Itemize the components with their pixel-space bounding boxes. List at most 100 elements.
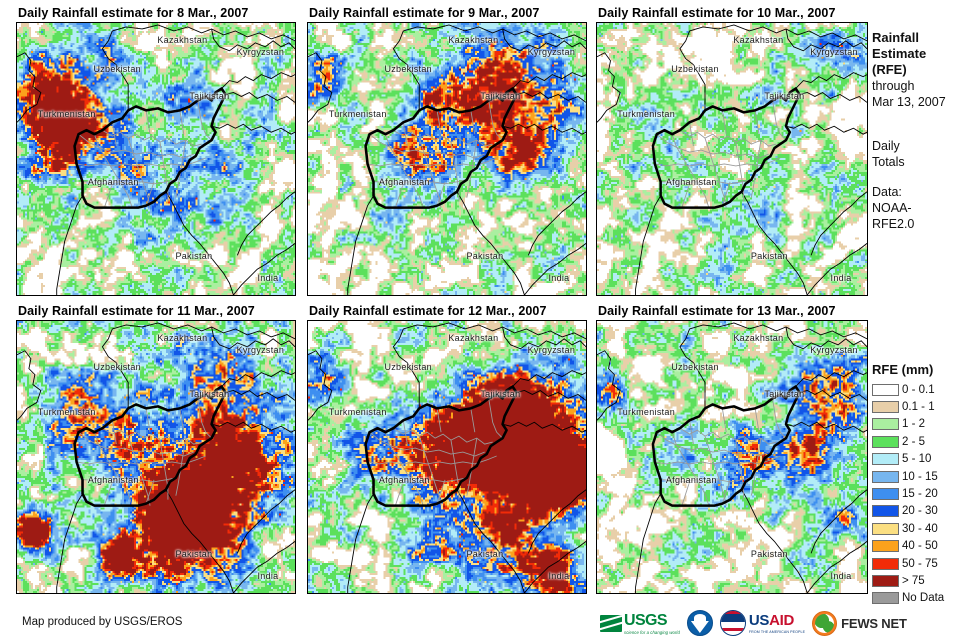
legend-item: 0 - 0.1: [872, 381, 975, 398]
province-boundary: [436, 110, 442, 135]
country-label: Pakistan: [466, 251, 504, 262]
province-boundary: [418, 436, 442, 506]
panel-title: Daily Rainfall estimate for 11 Mar., 200…: [18, 304, 255, 318]
map-frame[interactable]: Kazakhstan Kyrgyzstan Uzbekistan Tajikistan…: [596, 320, 868, 594]
country-boundary: [741, 191, 808, 295]
country-label: Tajikistan: [764, 389, 805, 399]
map-frame[interactable]: Kazakhstan Kyrgyzstan Uzbekistan Tajikistan…: [307, 320, 587, 594]
country-label: Pakistan: [175, 251, 213, 262]
country-boundary: [403, 24, 586, 42]
province-boundary: [111, 122, 117, 147]
fews-globe-icon: [812, 610, 838, 636]
province-boundary: [735, 142, 745, 202]
country-label: Turkmenistan: [328, 108, 387, 119]
province-boundary: [656, 133, 769, 159]
legend-label: 0 - 0.1: [902, 383, 935, 396]
usaid-logo[interactable]: USAID FROM THE AMERICAN PEOPLE: [719, 609, 806, 637]
country-boundary: [211, 123, 295, 135]
country-boundary: [785, 326, 867, 350]
province-boundary: [102, 427, 202, 445]
country-boundary: [810, 489, 867, 554]
country-label: Kyrgyzstan: [810, 345, 858, 356]
country-label: Pakistan: [750, 251, 788, 262]
province-boundary: [735, 440, 745, 500]
country-label: Kyrgyzstan: [236, 345, 285, 356]
country-boundary: [785, 123, 867, 135]
map-frame[interactable]: Kazakhstan Kyrgyzstan Uzbekistan Tajikistan…: [16, 22, 296, 296]
province-boundary: [681, 183, 690, 208]
province-boundary: [689, 122, 694, 147]
province-boundary: [450, 142, 460, 202]
country-label: Uzbekistan: [93, 361, 141, 372]
sidebar-through-label: through: [872, 79, 915, 93]
province-boundary: [82, 477, 176, 483]
province-boundary: [488, 398, 503, 439]
country-boundary: [236, 191, 295, 256]
province-boundary: [704, 138, 727, 208]
country-label-layer: Kazakhstan Kyrgyzstan Uzbekistan Tajikistan…: [597, 23, 867, 295]
legend-item: 1 - 2: [872, 416, 975, 433]
country-label: Kazakhstan: [733, 35, 784, 46]
country-boundary: [795, 370, 867, 387]
province-boundary: [721, 408, 727, 433]
map-panel: Daily Rainfall estimate for 10 Mar., 200…: [596, 6, 868, 298]
map-panel: Daily Rainfall estimate for 9 Mar., 2007…: [307, 6, 587, 298]
afghanistan-boundary: [364, 87, 518, 209]
map-panel: Daily Rainfall estimate for 11 Mar., 200…: [16, 304, 296, 596]
map-frame[interactable]: Kazakhstan Kyrgyzstan Uzbekistan Tajikistan…: [16, 320, 296, 594]
legend-item: 40 - 50: [872, 538, 975, 555]
afghanistan-boundary: [73, 87, 227, 209]
province-boundary: [660, 477, 752, 483]
country-label: Afghanistan: [665, 176, 717, 187]
province-boundary: [656, 431, 769, 457]
country-label: India: [257, 273, 279, 284]
usaid-logo-tagline: FROM THE AMERICAN PEOPLE: [748, 630, 806, 634]
map-panel: Daily Rainfall estimate for 13 Mar., 200…: [596, 304, 868, 596]
province-boundary: [660, 179, 752, 185]
province-boundary: [127, 138, 151, 208]
province-boundary: [103, 183, 113, 208]
country-boundary: [221, 370, 295, 387]
legend-label: No Data: [902, 592, 945, 605]
legend-swatch: [872, 574, 899, 587]
country-boundary: [308, 52, 333, 123]
boundary-vectors: [308, 322, 586, 593]
legend-swatch: [872, 435, 899, 448]
country-label: Tajikistan: [480, 389, 521, 399]
province-boundary: [704, 436, 727, 506]
country-label: India: [548, 273, 570, 284]
province-boundary: [145, 181, 155, 206]
noaa-logo[interactable]: [686, 609, 713, 637]
country-label: Kazakhstan: [448, 333, 499, 344]
legend-item: 30 - 40: [872, 520, 975, 537]
country-label: Turkmenistan: [617, 406, 676, 417]
province-boundary: [145, 408, 151, 433]
country-label: Afghanistan: [378, 474, 430, 485]
country-boundary: [527, 191, 586, 256]
province-boundary: [721, 181, 731, 206]
sidebar: Rainfall Estimate (RFE) through Mar 13, …: [872, 0, 975, 642]
usaid-logo-text: USAID: [748, 612, 795, 629]
country-boundary: [799, 91, 867, 103]
country-boundary: [56, 493, 83, 593]
map-frame[interactable]: Kazakhstan Kyrgyzstan Uzbekistan Tajikistan…: [307, 22, 587, 296]
map-frame[interactable]: Kazakhstan Kyrgyzstan Uzbekistan Tajikistan…: [596, 22, 868, 296]
legend-label: 5 - 10: [902, 453, 932, 466]
country-boundary: [527, 489, 586, 554]
country-boundary: [502, 123, 586, 135]
fews-net-logo[interactable]: FEWS NET: [812, 609, 907, 637]
sidebar-title-line2: Estimate: [872, 46, 927, 61]
usgs-logo[interactable]: USGS science for a changing world: [600, 609, 680, 637]
country-boundary: [597, 350, 621, 421]
legend-swatch: [872, 540, 899, 553]
panel-title: Daily Rainfall estimate for 10 Mar., 200…: [598, 6, 836, 20]
province-boundary: [103, 481, 113, 506]
sidebar-through-date: Mar 13, 2007: [872, 95, 946, 109]
province-boundary: [179, 408, 185, 433]
boundary-vectors: [597, 322, 867, 593]
country-boundary: [221, 72, 295, 89]
legend-label: 1 - 2: [902, 418, 926, 431]
province-boundary: [721, 110, 727, 135]
country-boundary: [112, 24, 295, 42]
